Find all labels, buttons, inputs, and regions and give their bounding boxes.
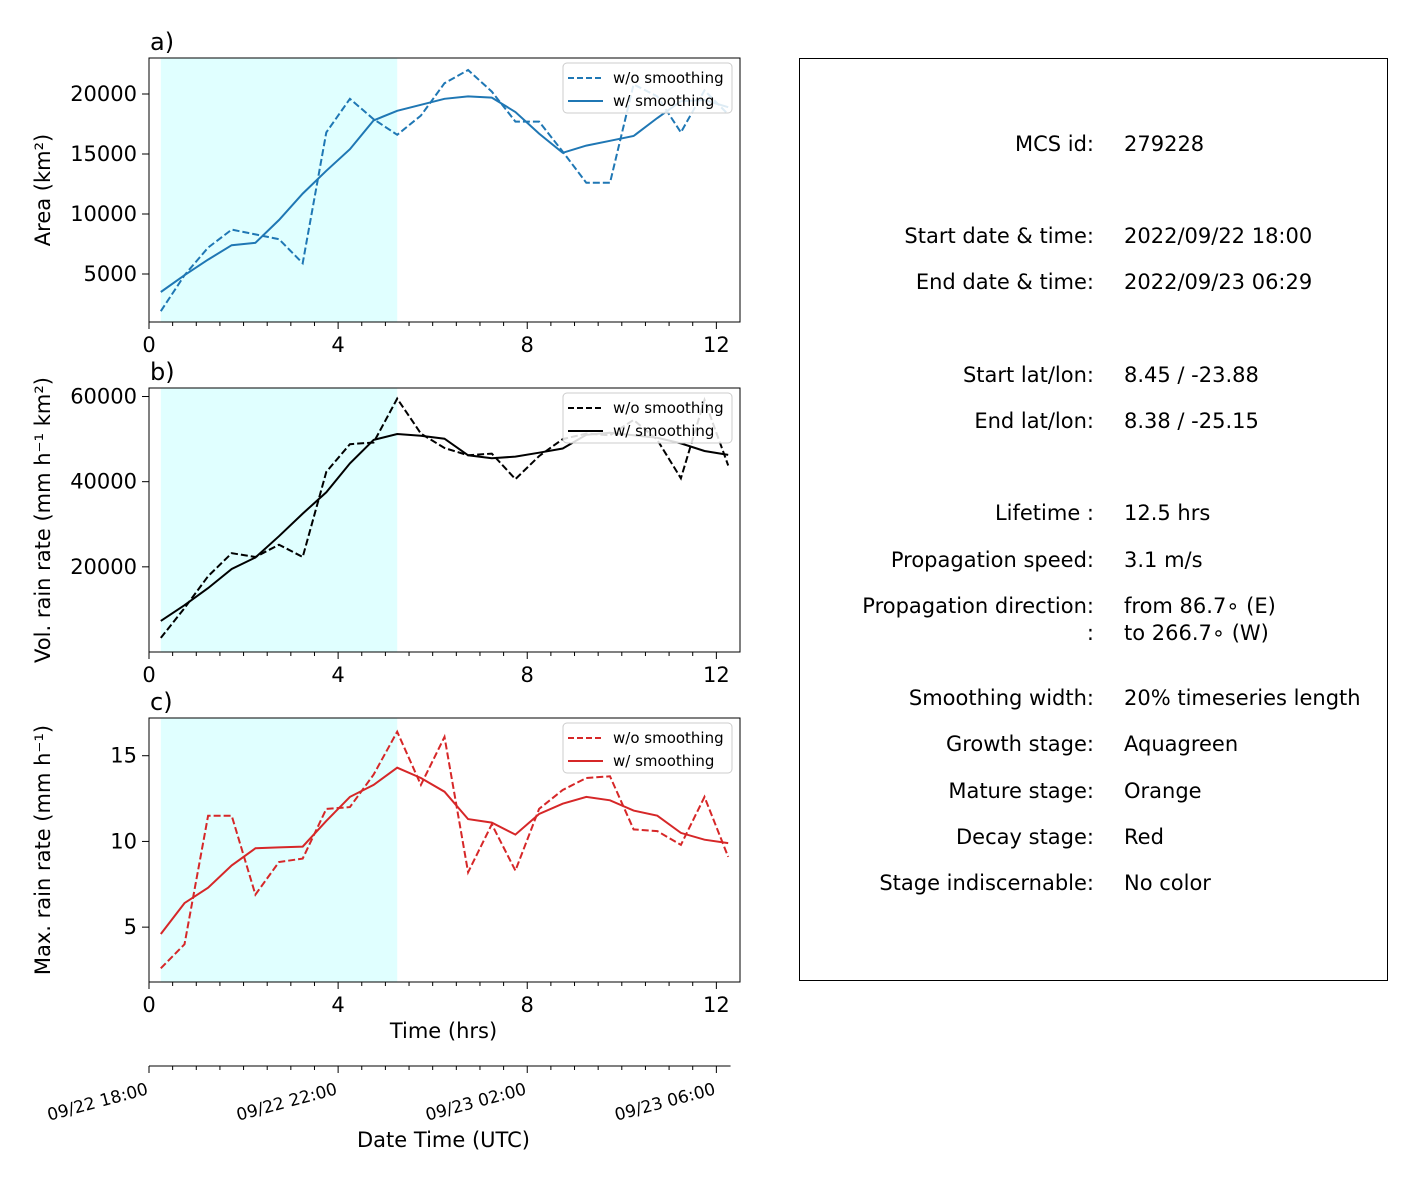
info-label: Smoothing width: bbox=[908, 686, 1094, 710]
info-value: 20% timeseries length bbox=[1124, 686, 1361, 710]
max-rain-chart-x-tick-label: 4 bbox=[331, 993, 344, 1017]
area-chart-legend-box bbox=[562, 62, 733, 114]
max-rain-chart-panel-label: c) bbox=[150, 688, 173, 716]
info-label: End date & time: bbox=[915, 270, 1094, 294]
info-label: Decay stage: bbox=[956, 825, 1094, 849]
area-chart-x-tick-label: 4 bbox=[331, 333, 344, 357]
vol-rain-chart-y-axis-label: Vol. rain rate (mm h⁻¹ km²) bbox=[31, 377, 55, 663]
vol-rain-chart-x-tick-label: 12 bbox=[703, 663, 730, 687]
info-label: Stage indiscernable: bbox=[879, 871, 1094, 895]
area-chart-x-tick-label: 12 bbox=[703, 333, 730, 357]
info-value: Aquagreen bbox=[1124, 732, 1239, 756]
info-label: Propagation direction: bbox=[862, 594, 1094, 618]
max-rain-chart-x-tick-label: 8 bbox=[521, 993, 534, 1017]
vol-rain-chart-x-tick-label: 0 bbox=[142, 663, 155, 687]
area-chart-growth-stage-shade bbox=[160, 58, 398, 322]
datetime-axis-label: Date Time (UTC) bbox=[357, 1128, 530, 1152]
max-rain-chart-y-tick-label: 15 bbox=[110, 744, 137, 768]
datetime-tick-label: 09/23 06:00 bbox=[613, 1080, 718, 1126]
vol-rain-chart-y-tick-label: 40000 bbox=[70, 470, 137, 494]
info-value: to 266.7∘ (W) bbox=[1124, 621, 1269, 645]
datetime-tick-label: 09/22 18:00 bbox=[45, 1080, 150, 1126]
info-value: 279228 bbox=[1124, 132, 1205, 156]
info-label: Start date & time: bbox=[904, 224, 1094, 248]
area-chart-series-raw-line bbox=[159, 68, 729, 312]
max-rain-chart-x-tick-label: 0 bbox=[142, 993, 155, 1017]
info-label: Lifetime : bbox=[994, 501, 1094, 525]
area-chart-series-smoothed-line bbox=[160, 95, 729, 293]
area-chart-y-tick-label: 15000 bbox=[70, 142, 137, 166]
max-rain-chart-y-tick-label: 10 bbox=[110, 829, 137, 853]
vol-rain-chart-y-tick-label: 20000 bbox=[70, 555, 137, 579]
max-rain-chart-growth-stage-shade bbox=[160, 718, 398, 982]
datetime-tick-label: 09/23 02:00 bbox=[423, 1080, 528, 1126]
vol-rain-chart-legend-entry: w/ smoothing bbox=[613, 422, 714, 440]
max-rain-chart-y-axis-label: Max. rain rate (mm h⁻¹) bbox=[31, 725, 55, 975]
max-rain-chart-y-tick-label: 5 bbox=[124, 915, 137, 939]
info-label: Mature stage: bbox=[948, 779, 1094, 803]
max-rain-chart-x-axis-label: Time (hrs) bbox=[389, 1019, 497, 1043]
info-value: Red bbox=[1124, 825, 1164, 849]
max-rain-chart-legend-entry: w/o smoothing bbox=[613, 729, 724, 747]
mcs-info-box: MCS id: 279228 Start date & time: 2022/0… bbox=[799, 58, 1388, 981]
info-value: 2022/09/22 18:00 bbox=[1124, 224, 1313, 248]
info-value: Orange bbox=[1124, 779, 1202, 803]
area-chart-x-tick-label: 0 bbox=[142, 333, 155, 357]
area-chart-y-tick-label: 5000 bbox=[84, 262, 137, 286]
area-chart-y-tick-label: 10000 bbox=[70, 202, 137, 226]
vol-rain-chart-x-tick-label: 4 bbox=[331, 663, 344, 687]
vol-rain-chart-legend-box bbox=[562, 392, 733, 444]
vol-rain-chart-panel-label: b) bbox=[150, 358, 175, 386]
info-label: Start lat/lon: bbox=[962, 363, 1094, 387]
max-rain-chart-x-tick-label: 12 bbox=[703, 993, 730, 1017]
info-label: Propagation speed: bbox=[890, 548, 1094, 572]
info-value: from 86.7∘ (E) bbox=[1124, 594, 1276, 618]
vol-rain-chart-frame bbox=[148, 387, 741, 653]
info-value: No color bbox=[1124, 871, 1211, 895]
info-value: 8.38 / -25.15 bbox=[1124, 409, 1259, 433]
area-chart-panel-label: a) bbox=[150, 28, 174, 56]
max-rain-chart-series-smoothed-line bbox=[160, 766, 729, 935]
info-value: 8.45 / -23.88 bbox=[1124, 363, 1259, 387]
max-rain-chart-legend-box bbox=[562, 722, 733, 774]
vol-rain-chart-y-tick-label: 60000 bbox=[70, 385, 137, 409]
info-label: End lat/lon: bbox=[974, 409, 1094, 433]
info-label: MCS id: bbox=[1014, 132, 1094, 156]
vol-rain-chart-legend-entry: w/o smoothing bbox=[613, 399, 724, 417]
vol-rain-chart-x-tick-label: 8 bbox=[521, 663, 534, 687]
info-label: Growth stage: bbox=[945, 732, 1094, 756]
vol-rain-chart-growth-stage-shade bbox=[160, 388, 398, 652]
info-value: 12.5 hrs bbox=[1124, 501, 1211, 525]
max-rain-chart-series-raw-line bbox=[160, 729, 730, 970]
area-chart-y-axis-label: Area (km²) bbox=[31, 134, 55, 246]
info-label: : bbox=[1086, 621, 1094, 645]
info-value: 3.1 m/s bbox=[1124, 548, 1203, 572]
max-rain-chart-legend-entry: w/ smoothing bbox=[613, 752, 714, 770]
area-chart-frame bbox=[148, 57, 741, 323]
area-chart-legend-entry: w/o smoothing bbox=[613, 69, 724, 87]
area-chart-x-tick-label: 8 bbox=[521, 333, 534, 357]
area-chart-y-tick-label: 20000 bbox=[70, 82, 137, 106]
max-rain-chart-frame bbox=[148, 717, 741, 983]
datetime-tick-label: 09/22 22:00 bbox=[234, 1080, 339, 1126]
info-value: 2022/09/23 06:29 bbox=[1124, 270, 1313, 294]
area-chart-legend-entry: w/ smoothing bbox=[613, 92, 714, 110]
